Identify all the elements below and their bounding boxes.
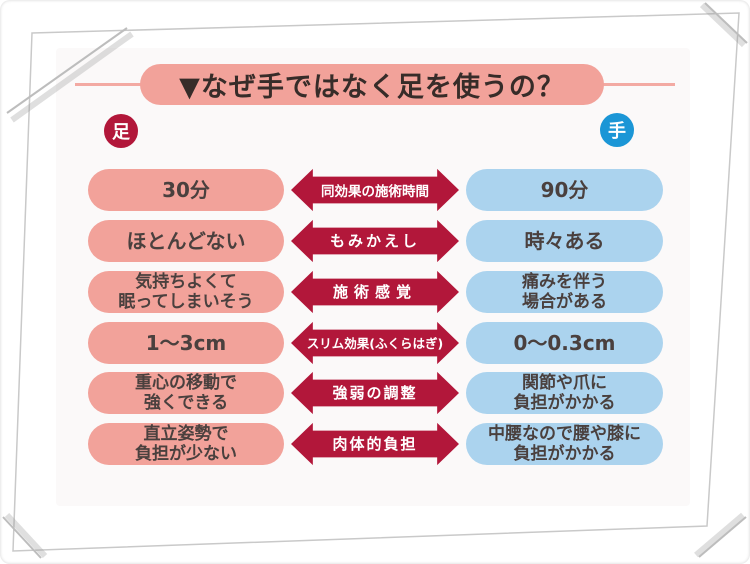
- foot-value: 重心の移動で 強くできる: [135, 372, 237, 413]
- foot-value: 30分: [162, 177, 210, 202]
- foot-value-pill: 重心の移動で 強くできる: [88, 372, 284, 414]
- category-arrow: 肉体的負担: [291, 422, 459, 466]
- category-arrow: スリム効果(ふくらはぎ): [291, 321, 459, 365]
- category-label: 同効果の施術時間: [321, 183, 429, 200]
- foot-value: 直立姿勢で 負担が少ない: [135, 423, 237, 464]
- category-label: 肉体的負担: [332, 435, 418, 453]
- foot-value-pill: 気持ちよくて 眠ってしまいそう: [88, 271, 284, 313]
- hand-value: 0～0.3cm: [513, 330, 616, 355]
- comparison-row: 気持ちよくて 眠ってしまいそう 施術感覚 痛みを伴う 場合がある: [0, 270, 750, 314]
- hand-value-pill: 痛みを伴う 場合がある: [466, 271, 663, 313]
- hand-value: 痛みを伴う 場合がある: [522, 271, 607, 312]
- foot-value-pill: 直立姿勢で 負担が少ない: [88, 423, 284, 465]
- foot-value-pill: 1～3cm: [88, 322, 284, 364]
- hand-value-pill: 0～0.3cm: [466, 322, 663, 364]
- foot-value-pill: 30分: [88, 169, 284, 211]
- page-title: ▼なぜ手ではなく足を使うの？: [140, 64, 604, 105]
- comparison-row: 重心の移動で 強くできる 強弱の調整 関節や爪に 負担がかかる: [0, 371, 750, 415]
- comparison-row: 直立姿勢で 負担が少ない 肉体的負担 中腰なので腰や膝に 負担がかかる: [0, 422, 750, 466]
- foot-value: 気持ちよくて 眠ってしまいそう: [118, 271, 254, 312]
- hand-value: 関節や爪に 負担がかかる: [513, 372, 616, 413]
- foot-value-pill: ほとんどない: [88, 220, 284, 262]
- foot-value: 1～3cm: [145, 330, 227, 355]
- hand-value-pill: 時々ある: [466, 220, 663, 262]
- hand-value: 時々ある: [524, 228, 605, 253]
- category-label: もみかえし: [329, 232, 420, 250]
- page-title-text: ▼なぜ手ではなく足を使うの？: [179, 72, 565, 103]
- foot-badge-label: 足: [112, 122, 130, 143]
- foot-value: ほとんどない: [126, 228, 246, 253]
- hand-badge-label: 手: [608, 121, 626, 142]
- hand-value-pill: 90分: [466, 169, 663, 211]
- hand-value-pill: 中腰なので腰や膝に 負担がかかる: [466, 423, 663, 465]
- category-arrow: 強弱の調整: [291, 371, 459, 415]
- category-label: 強弱の調整: [332, 384, 418, 402]
- category-arrow: 同効果の施術時間: [291, 168, 459, 212]
- comparison-row: 30分 同効果の施術時間 90分: [0, 168, 750, 212]
- foot-column-badge: 足: [104, 114, 138, 148]
- hand-column-badge: 手: [600, 113, 634, 147]
- category-arrow: もみかえし: [291, 219, 459, 263]
- comparison-row: 1～3cm スリム効果(ふくらはぎ) 0～0.3cm: [0, 321, 750, 365]
- category-arrow: 施術感覚: [291, 270, 459, 314]
- hand-value-pill: 関節や爪に 負担がかかる: [466, 372, 663, 414]
- category-label: 施術感覚: [332, 283, 417, 301]
- comparison-row: ほとんどない もみかえし 時々ある: [0, 219, 750, 263]
- hand-value: 90分: [540, 177, 589, 202]
- category-label: スリム効果(ふくらはぎ): [306, 336, 444, 351]
- hand-value: 中腰なので腰や膝に 負担がかかる: [488, 423, 641, 464]
